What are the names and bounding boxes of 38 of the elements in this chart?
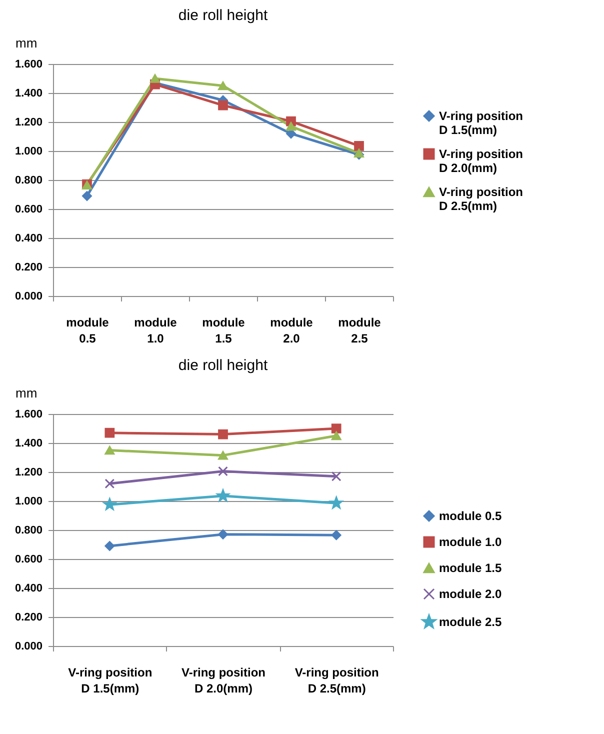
y-axis-title: mm [16, 386, 38, 400]
y-tick-label: 0.600 [14, 554, 42, 566]
y-tick-label: 1.200 [14, 466, 42, 478]
y-tick-label: 0.000 [14, 290, 42, 302]
y-tick-label: 1.000 [14, 496, 42, 508]
x-tick-label: V-ring position D 2.0(mm) [182, 666, 266, 696]
x-tick-label: module 2.0 [270, 316, 314, 346]
x-tick-label: V-ring position D 1.5(mm) [68, 666, 152, 696]
y-axis-title: mm [16, 36, 38, 50]
legend-label: module 1.0 [439, 535, 502, 549]
legend-label: module 2.0 [439, 587, 502, 601]
y-tick-label: 1.200 [14, 116, 42, 128]
x-tick-label: V-ring position D 2.5(mm) [294, 666, 379, 696]
legend-label: module 0.5 [439, 509, 502, 523]
chart-title: die roll height [178, 7, 268, 24]
y-tick-label: 0.400 [14, 582, 42, 594]
legend-label: module 1.5 [439, 561, 502, 575]
y-tick-label: 0.200 [14, 612, 42, 624]
y-tick-label: 1.400 [14, 88, 42, 100]
legend-label: V-ring position D 2.0(mm) [439, 147, 523, 175]
chart-title: die roll height [178, 357, 268, 374]
y-tick-label: 0.800 [14, 174, 42, 186]
y-tick-label: 1.000 [14, 146, 42, 158]
y-tick-label: 0.000 [14, 640, 42, 652]
x-tick-label: module 0.5 [66, 316, 110, 346]
x-tick-label: module 1.0 [134, 316, 178, 346]
y-tick-label: 0.400 [14, 232, 42, 244]
legend-label: module 2.5 [439, 615, 502, 629]
y-tick-label: 1.400 [14, 438, 42, 450]
legend-label: V-ring position D 1.5(mm) [439, 109, 523, 137]
legend-label: V-ring position D 2.5(mm) [439, 185, 523, 213]
y-tick-label: 0.200 [14, 262, 42, 274]
y-tick-label: 0.600 [14, 204, 42, 216]
y-tick-label: 0.800 [14, 524, 42, 536]
y-tick-label: 1.600 [14, 58, 42, 70]
x-tick-label: module 1.5 [202, 316, 246, 346]
y-tick-label: 1.600 [14, 408, 42, 420]
x-tick-label: module 2.5 [338, 316, 382, 346]
